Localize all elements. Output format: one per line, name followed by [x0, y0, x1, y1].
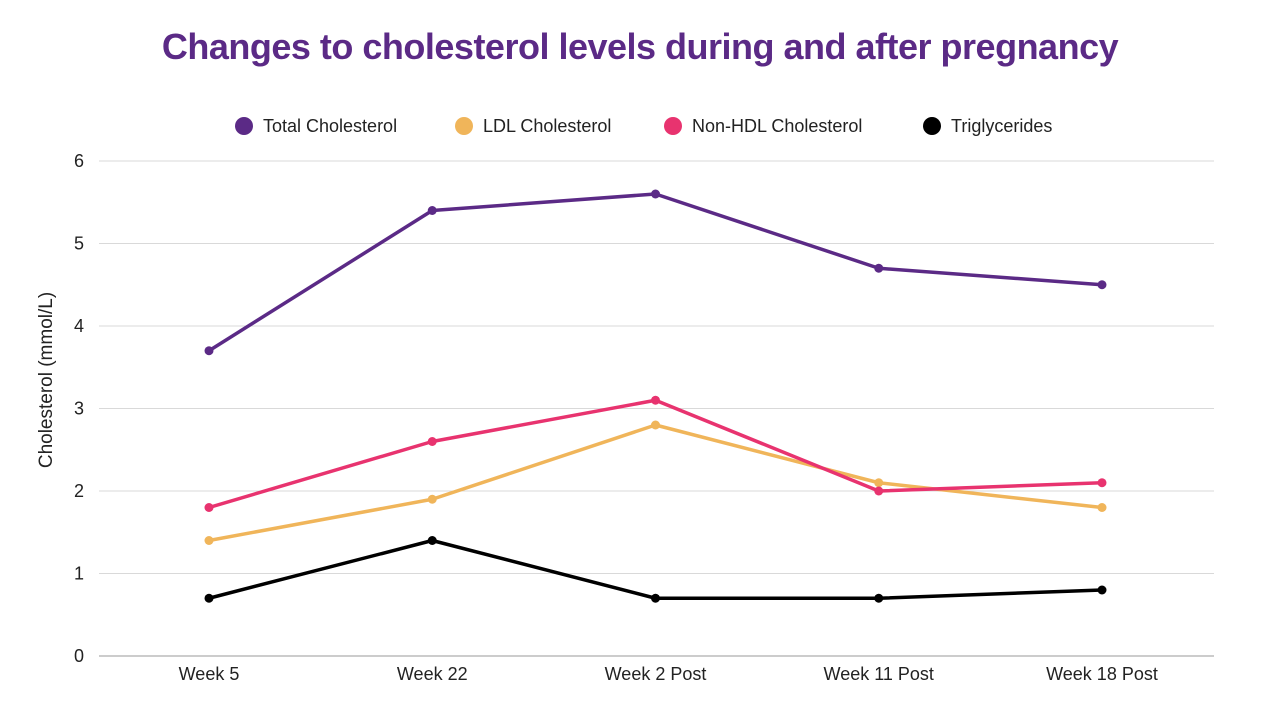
x-tick-label: Week 5 [179, 664, 240, 684]
data-point [874, 593, 884, 603]
data-point [427, 494, 437, 504]
chart-legend: Total Cholesterol LDL Cholesterol Non-HDL … [235, 116, 1052, 136]
legend-label: LDL Cholesterol [483, 116, 611, 136]
series-line [207, 423, 1104, 543]
x-axis-ticks: Week 5 Week 22 Week 2 Post Week 11 Post Week… [179, 664, 1158, 684]
data-point [874, 486, 884, 496]
series-line [207, 538, 1104, 600]
data-point [204, 503, 214, 512]
legend-marker [664, 117, 682, 135]
y-tick-label: 4 [74, 316, 84, 336]
x-tick-label: Week 11 Post [824, 664, 934, 684]
data-point [204, 346, 214, 356]
data-point [874, 478, 884, 488]
data-point [874, 263, 884, 273]
legend-label: Triglycerides [951, 116, 1052, 136]
gridlines [99, 160, 1214, 657]
legend-marker [923, 117, 941, 135]
x-tick-label: Week 22 [397, 664, 468, 684]
data-point [651, 189, 660, 199]
series-total-cholesterol [204, 189, 1107, 356]
x-tick-label: Week 18 Post [1046, 664, 1158, 684]
y-axis-ticks: 0 1 2 3 4 5 6 [74, 151, 84, 666]
data-point [651, 593, 660, 603]
legend-marker [455, 117, 473, 135]
x-tick-label: Week 2 Post [605, 664, 707, 684]
y-tick-label: 3 [74, 399, 84, 419]
y-tick-label: 6 [74, 151, 84, 171]
series-non-hdl-cholesterol [204, 395, 1107, 512]
data-point [427, 206, 437, 215]
series-triglycerides [204, 536, 1107, 603]
data-point [204, 593, 214, 603]
data-series [204, 189, 1107, 603]
series-line [207, 192, 1104, 353]
series-ldl-cholesterol [204, 420, 1107, 545]
data-point [1097, 478, 1107, 488]
data-point [427, 437, 437, 446]
data-point [651, 395, 660, 405]
y-tick-label: 1 [74, 564, 84, 584]
legend-label: Non-HDL Cholesterol [692, 116, 862, 136]
legend-marker [235, 117, 253, 135]
legend-label: Total Cholesterol [263, 116, 397, 136]
chart-title: Changes to cholesterol levels during and… [161, 26, 1119, 67]
data-point [1097, 585, 1107, 595]
data-point [1097, 280, 1107, 290]
y-tick-label: 2 [74, 481, 84, 501]
y-tick-label: 0 [74, 646, 84, 666]
y-axis-title: Cholesterol (mmol/L) [36, 292, 57, 468]
data-point [1097, 503, 1107, 512]
data-point [651, 420, 660, 430]
y-tick-label: 5 [74, 234, 84, 254]
data-point [204, 536, 214, 545]
data-point [427, 536, 437, 545]
